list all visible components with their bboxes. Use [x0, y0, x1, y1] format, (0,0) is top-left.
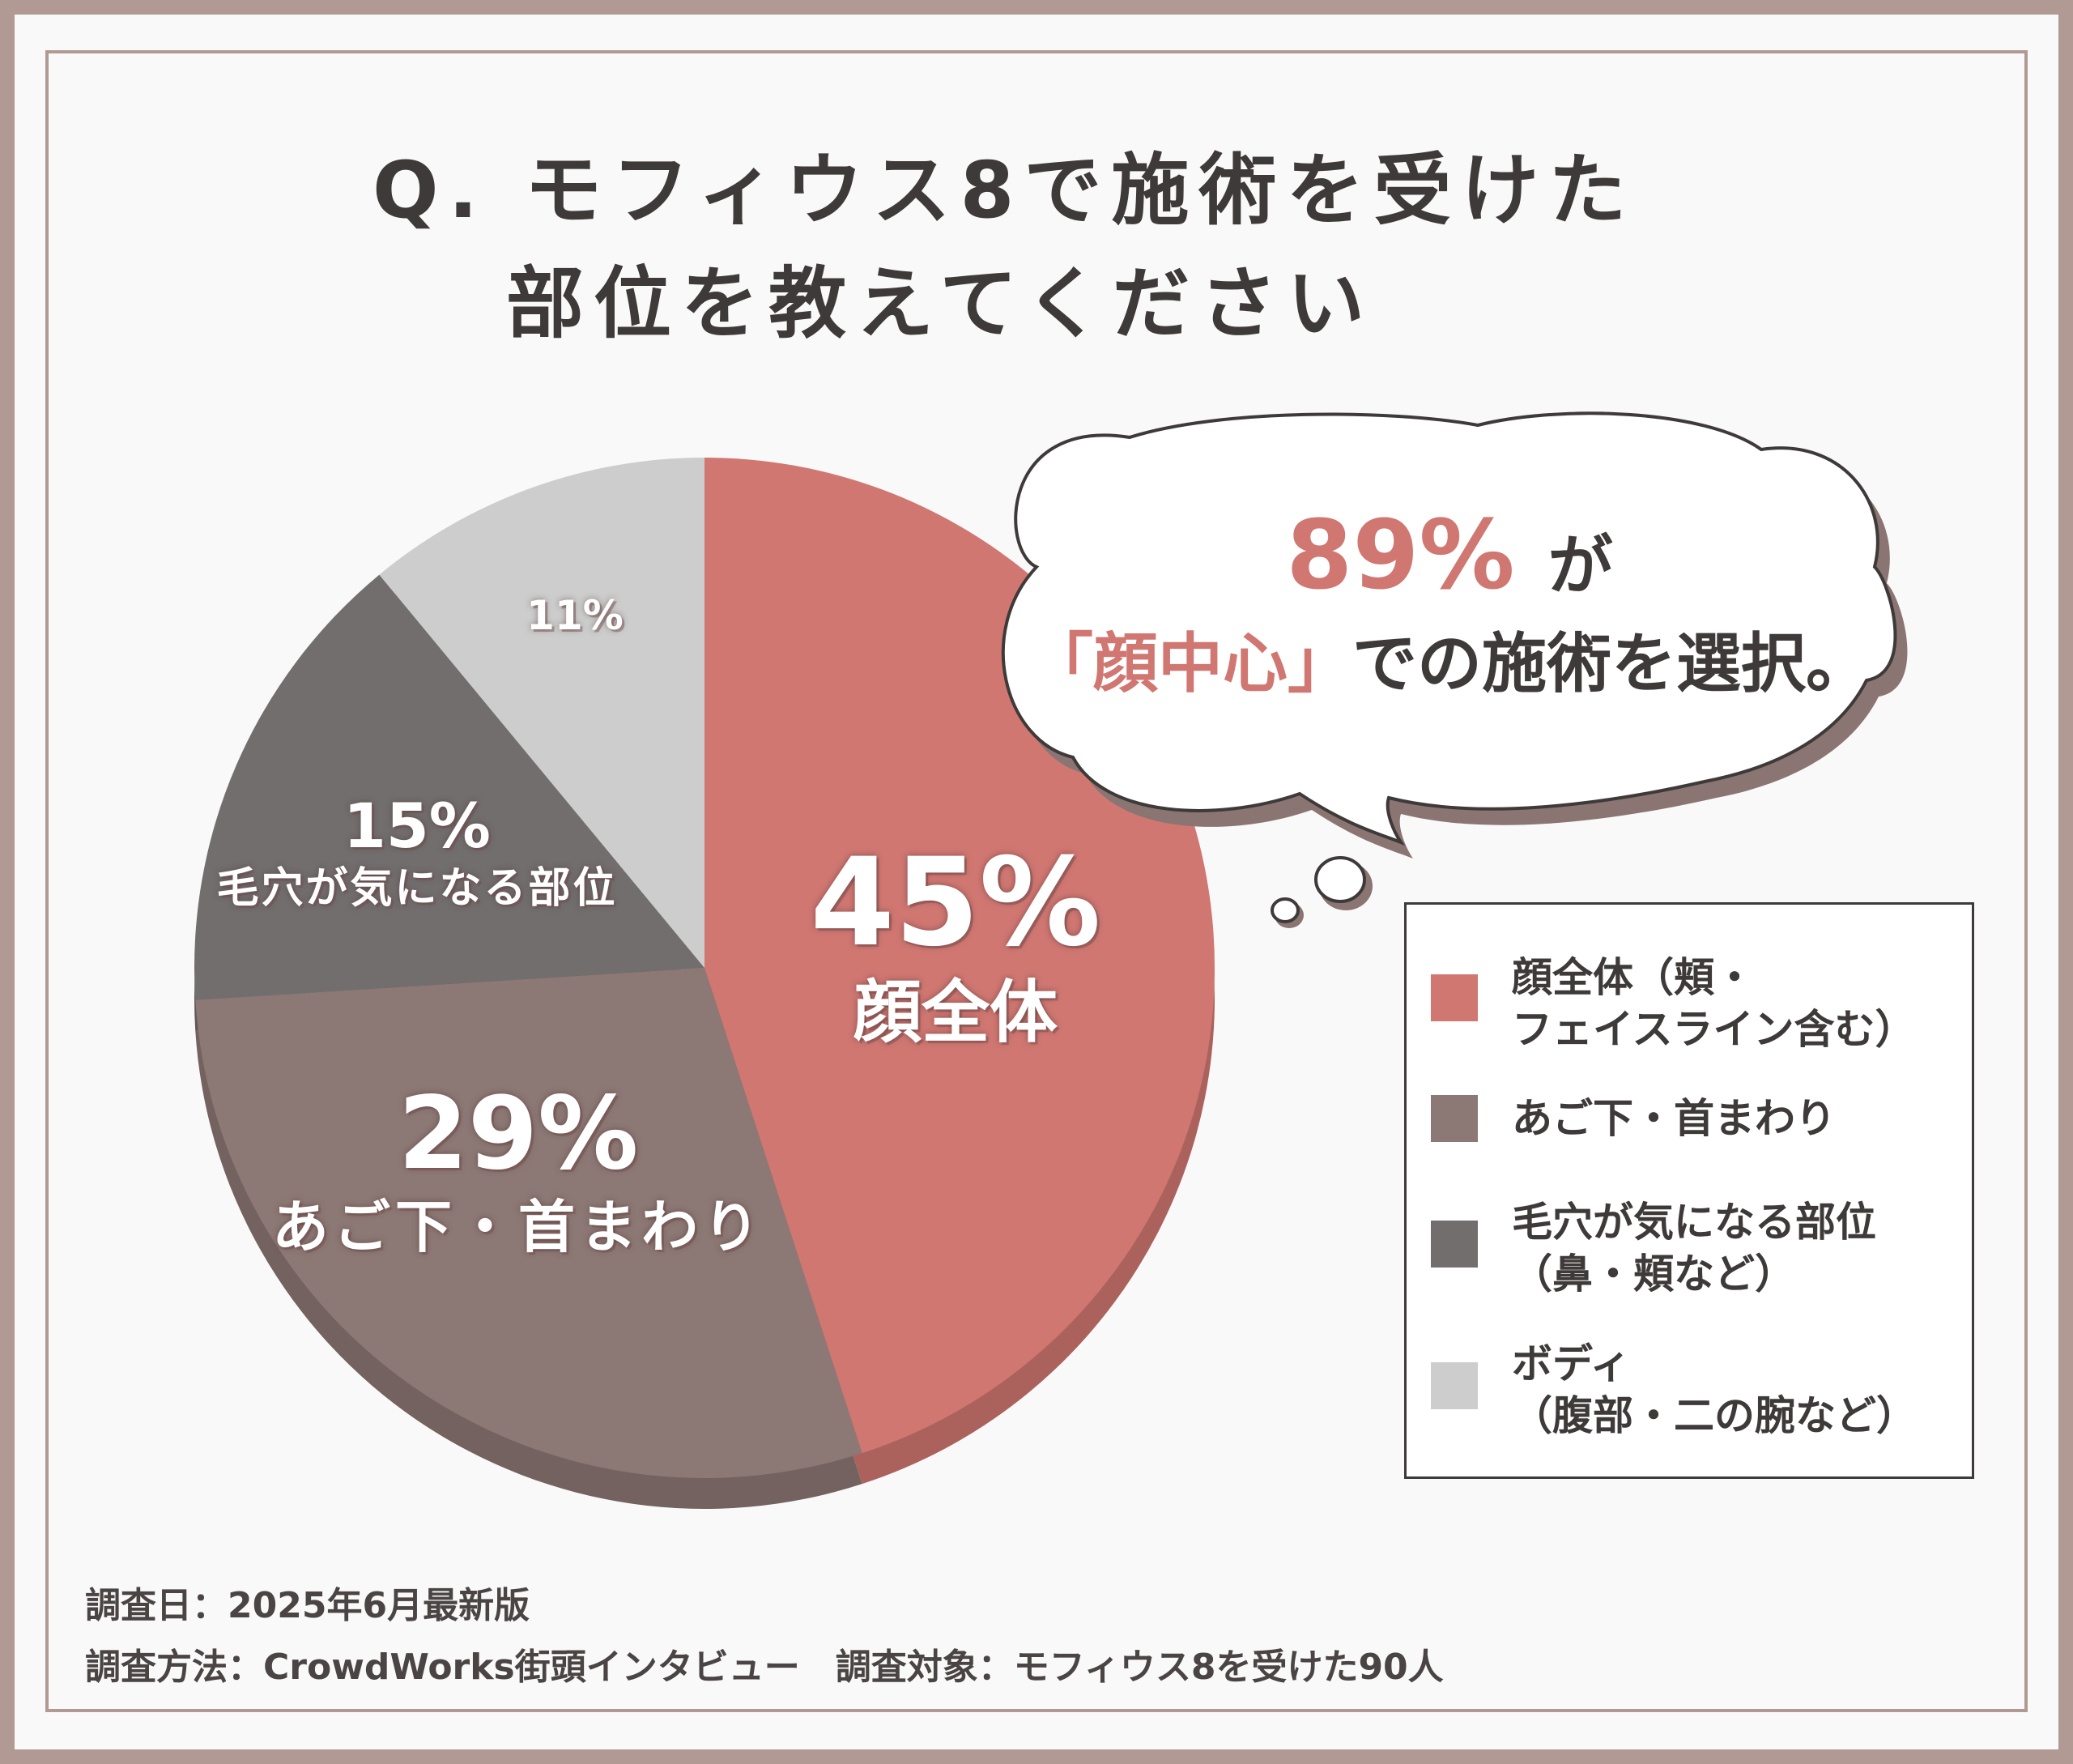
slice-value-body: 11% — [526, 592, 624, 639]
slice-label-face: 45% 顔全体 — [777, 834, 1134, 1053]
chart-legend: 顔全体（頬・ フェイスライン含む） あご下・首まわり 毛穴が気になる部位 （鼻・… — [1404, 902, 1974, 1479]
legend-label-face-line-1: 顔全体（頬・ — [1512, 954, 1755, 1001]
slice-value-face: 45% — [810, 833, 1101, 974]
slice-category-chin: あご下・首まわり — [272, 1194, 764, 1260]
callout-highlight: 「顔中心」 — [1028, 626, 1352, 701]
thought-dot-small — [1271, 897, 1300, 923]
legend-label-chin: あご下・首まわり — [1512, 1093, 1965, 1144]
callout-line-1: 89% が — [996, 502, 1903, 619]
legend-swatch-chin — [1431, 1095, 1478, 1142]
pie-slice-chin — [195, 968, 862, 1479]
slice-label-body: 11% — [494, 591, 656, 640]
legend-label-chin-line-1: あご下・首まわり — [1512, 1095, 1836, 1142]
legend-label-face: 顔全体（頬・ フェイスライン含む） — [1512, 952, 1965, 1055]
callout-percent: 89% — [1286, 499, 1515, 611]
slice-label-chin: 29% あご下・首まわり — [267, 1077, 769, 1263]
pie-slice-body — [379, 458, 704, 968]
slice-label-pores: 15% 毛穴が気になる部位 — [194, 790, 640, 914]
pie-slice-pores — [194, 574, 704, 1000]
legend-swatch-pores — [1431, 1221, 1478, 1268]
thought-bubble — [1001, 411, 1908, 928]
slice-category-face: 顔全体 — [853, 973, 1058, 1052]
survey-date: 調査日：2025年6月最新版 — [85, 1585, 530, 1626]
legend-label-pores-line-2: （鼻・頬など） — [1512, 1251, 1795, 1297]
legend-swatch-body — [1431, 1362, 1478, 1409]
survey-method: 調査方法：CrowdWorks街頭インタビュー 調査対象：モフィウス8を受けた9… — [85, 1647, 1444, 1688]
slice-value-pores: 15% — [343, 790, 491, 862]
thought-bubble-body — [1001, 411, 1897, 846]
thought-dot-large — [1314, 856, 1366, 903]
title-line-2: 部位を教えてください — [506, 258, 1375, 349]
legend-label-pores-line-1: 毛穴が気になる部位 — [1512, 1199, 1876, 1246]
callout-line-2: 「顔中心」での施術を選択。 — [996, 624, 1903, 705]
legend-label-body-line-2: （腹部・二の腕など） — [1512, 1392, 1917, 1439]
legend-swatch-face — [1431, 974, 1478, 1021]
title-line-1: Q. モフィウス8で施術を受けた — [372, 145, 1637, 236]
slice-value-chin: 29% — [398, 1076, 639, 1192]
callout-particle: が — [1547, 528, 1613, 603]
legend-label-body-line-1: ボディ — [1512, 1340, 1631, 1387]
legend-label-face-line-2: フェイスライン含む） — [1512, 1006, 1916, 1053]
legend-label-body: ボディ （腹部・二の腕など） — [1512, 1338, 1965, 1442]
legend-label-pores: 毛穴が気になる部位 （鼻・頬など） — [1512, 1196, 1965, 1300]
slice-category-pores: 毛穴が気になる部位 — [216, 864, 618, 913]
card-frame — [45, 50, 2028, 1712]
callout-rest: での施術を選択。 — [1352, 626, 1871, 701]
